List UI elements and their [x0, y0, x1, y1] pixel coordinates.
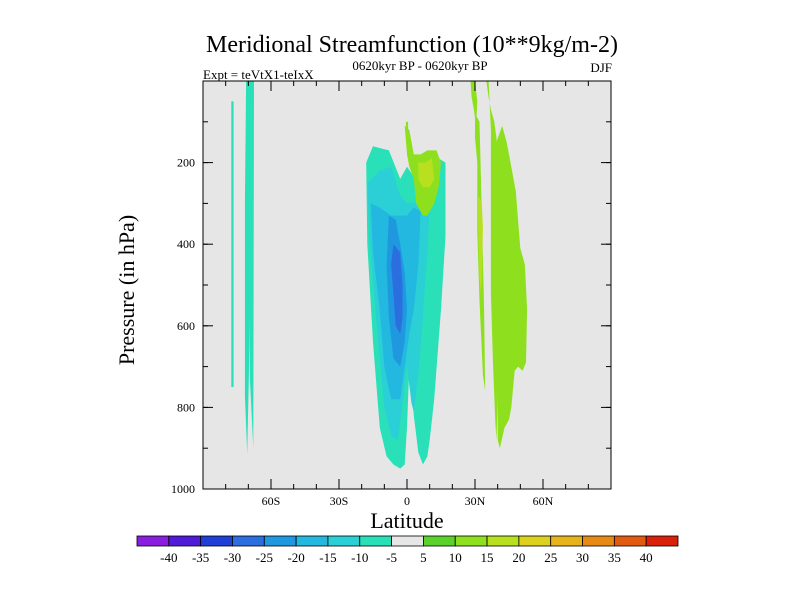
colorbar-label: -25 [256, 550, 273, 565]
y-tick-label: 400 [177, 237, 195, 251]
colorbar-swatch [359, 535, 392, 547]
x-tick-label: 30S [330, 494, 349, 508]
x-tick-label: 0 [404, 494, 410, 508]
x-tick-label: 60S [262, 494, 281, 508]
colorbar-label: 35 [608, 550, 621, 565]
contour-region-sh-polar-cell [244, 81, 251, 455]
y-tick-label: 800 [177, 400, 195, 414]
contour-region-sh-polar-inner [231, 101, 234, 388]
colorbar-swatch [136, 535, 170, 547]
season-label: DJF [590, 60, 612, 75]
contour-region-tropical-cell-30 [391, 244, 403, 334]
contour-region-nh-cell-15 [478, 195, 483, 294]
period-label: 0620kyr BP - 0620kyr BP [352, 58, 487, 73]
colorbar-swatch [327, 535, 361, 547]
x-tick-label: 30N [465, 494, 486, 508]
colorbar-label: 10 [449, 550, 462, 565]
colorbar-label: -10 [351, 550, 368, 565]
colorbar-swatch [263, 535, 297, 547]
colorbar-label: -35 [192, 550, 209, 565]
y-tick-label: 1000 [171, 482, 195, 496]
colorbar-swatch [295, 535, 329, 547]
colorbar-swatch [232, 535, 265, 547]
experiment-label: Expt = teVtX1-teIxX [203, 67, 314, 82]
colorbar-swatch [168, 535, 202, 547]
colorbar-swatch [613, 535, 647, 547]
colorbar-label: 25 [544, 550, 557, 565]
colorbar-label: 20 [512, 550, 525, 565]
contour-region-nh-outer-band [493, 125, 528, 449]
chart-title: Meridional Streamfunction (10**9kg/m-2) [206, 32, 618, 58]
y-tick-label: 600 [177, 319, 195, 333]
colorbar-swatch [200, 535, 233, 547]
colorbar-label: 30 [576, 550, 589, 565]
colorbar-swatch [391, 535, 424, 547]
colorbar-swatch [486, 535, 520, 547]
contour-region-eq-upper-cell-15 [418, 158, 435, 188]
contour-region-sh-polar-strip [249, 81, 254, 449]
colorbar-label: 5 [420, 550, 427, 565]
contour-regions [231, 81, 528, 469]
colorbar-label: -30 [224, 550, 241, 565]
colorbar-label: 40 [640, 550, 653, 565]
colorbar-swatch [454, 535, 488, 547]
colorbar-label: -5 [386, 550, 397, 565]
colorbar-swatch [423, 535, 456, 547]
contour-region-nh-upper-tip [470, 81, 478, 126]
colorbar-label: -40 [160, 550, 177, 565]
y-axis-label: Pressure (in hPa) [114, 215, 139, 365]
axis-ticks: 60S 30S 0 30N 60N 200 400 600 800 1000 [171, 81, 611, 508]
colorbar-label: -20 [287, 550, 304, 565]
colorbar-swatch [518, 535, 552, 547]
colorbar-swatch [550, 535, 583, 547]
x-tick-label: 60N [533, 494, 554, 508]
colorbar: -40 -35 -30 -25 -20 -15 -10 -5 5 10 15 20 25 30 35 40 [136, 535, 679, 565]
colorbar-label: 15 [481, 550, 494, 565]
colorbar-label: -15 [319, 550, 336, 565]
colorbar-swatch [645, 535, 679, 547]
contour-region-eq-upper-tip [405, 121, 409, 134]
y-tick-label: 200 [177, 156, 195, 170]
x-axis-label: Latitude [370, 508, 443, 533]
colorbar-swatch [582, 535, 615, 547]
